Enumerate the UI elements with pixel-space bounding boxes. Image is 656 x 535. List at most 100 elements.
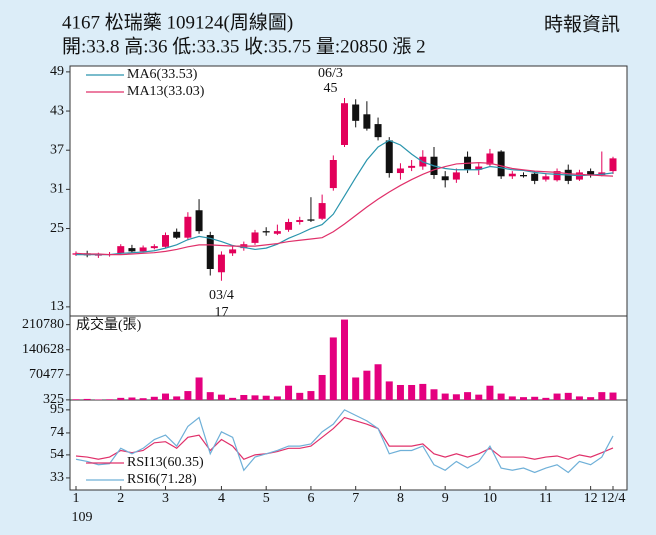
x-tick-label: 10	[483, 491, 497, 506]
candle-body	[307, 219, 315, 221]
y-tick-label: 31	[50, 182, 64, 197]
volume-bar	[329, 337, 337, 400]
candle-body	[117, 246, 125, 254]
candle-body	[184, 216, 192, 238]
x-tick-label: 12	[584, 491, 598, 506]
x-tick-label: 5	[263, 491, 270, 506]
volume-bar	[542, 397, 550, 400]
y-tick-label: 210780	[22, 317, 64, 332]
volume-bar	[273, 396, 281, 400]
volume-bar	[150, 396, 158, 400]
candle-body	[609, 158, 617, 172]
legend-label: RSI13(60.35)	[127, 455, 204, 470]
candle-body	[531, 173, 539, 181]
candle-body	[217, 254, 225, 273]
source: 時報資訊	[544, 13, 620, 35]
volume-bar	[106, 399, 114, 400]
volume-bar	[251, 395, 259, 400]
volume-bar	[217, 394, 225, 400]
candle-body	[441, 176, 449, 181]
x-tick-label: 6	[307, 491, 314, 506]
candle-body	[363, 114, 371, 129]
candle-body	[486, 153, 494, 165]
volume-bar	[318, 374, 326, 400]
volume-bar	[508, 396, 516, 400]
candle-body	[273, 231, 281, 234]
x-tick-label: 12/4	[601, 491, 626, 506]
legend-label: MA6(33.53)	[127, 67, 198, 82]
volume-bar	[430, 389, 438, 400]
candle-body	[128, 248, 136, 252]
x-tick-label: 2	[117, 491, 124, 506]
candle-body	[452, 172, 460, 180]
y-tick-label: 13	[50, 299, 64, 314]
y-tick-label: 43	[50, 103, 64, 118]
volume-bar	[262, 395, 270, 400]
candle-body	[475, 166, 483, 170]
candle-body	[542, 176, 550, 180]
volume-bar	[475, 394, 483, 400]
y-tick-label: 95	[50, 402, 64, 417]
y-tick-label: 74	[50, 425, 64, 440]
volume-bar	[553, 393, 561, 400]
annotation: 17	[214, 305, 228, 320]
candle-body	[285, 222, 293, 230]
volume-bar	[195, 377, 203, 400]
volume-bar	[94, 399, 102, 400]
candle-body	[296, 220, 304, 223]
volume-bar	[452, 394, 460, 400]
volume-bar	[520, 397, 527, 400]
volume-bar	[240, 394, 248, 400]
y-tick-label: 49	[50, 64, 64, 79]
x-tick-label: 11	[539, 491, 552, 506]
volume-bar	[285, 385, 293, 400]
candle-body	[251, 232, 259, 243]
candle-body	[587, 171, 595, 176]
volume-bar	[531, 396, 539, 400]
volume-bar	[363, 370, 371, 400]
rsi-line	[75, 416, 614, 460]
candle-body	[598, 172, 606, 176]
candle-body	[195, 210, 203, 232]
volume-bar	[229, 397, 237, 400]
candle-body	[139, 247, 147, 252]
candle-body	[408, 165, 416, 168]
rsi-line	[75, 409, 614, 474]
volume-bar	[587, 397, 595, 400]
y-tick-label: 33	[50, 470, 64, 485]
candle-body	[385, 140, 393, 174]
volume-bar	[173, 396, 181, 400]
x-tick-label: 3	[162, 491, 169, 506]
volume-bar	[396, 384, 404, 400]
volume-bar	[184, 391, 192, 400]
rsi-panel	[69, 399, 628, 491]
volume-bar	[72, 399, 80, 400]
x-tick-label: 7	[352, 491, 359, 506]
volume-bar	[408, 384, 416, 400]
volume-bar	[385, 381, 393, 400]
volume-bar	[575, 396, 583, 400]
x-tick-label: 9	[442, 491, 449, 506]
volume-bar	[206, 392, 214, 400]
volume-bar	[117, 397, 125, 400]
annotation: 03/4	[209, 288, 234, 303]
candle-body	[329, 159, 337, 189]
ma-line	[75, 162, 614, 256]
volume-bar	[441, 393, 449, 400]
candle-body	[341, 103, 348, 145]
candle-body	[162, 235, 169, 247]
candle-body	[497, 151, 505, 177]
y-tick-label: 140628	[22, 342, 64, 357]
y-tick-label: 325	[43, 392, 64, 407]
candle-body	[318, 203, 326, 219]
volume-bar	[374, 364, 382, 400]
candle-body	[173, 231, 181, 238]
y-tick-label: 70477	[29, 367, 64, 382]
x-tick-label: 8	[397, 491, 404, 506]
volume-bar	[128, 397, 136, 400]
y-tick-label: 54	[50, 447, 64, 462]
x-tick-label: 1	[73, 491, 80, 506]
candle-body	[150, 246, 158, 249]
volume-bar	[464, 392, 472, 400]
